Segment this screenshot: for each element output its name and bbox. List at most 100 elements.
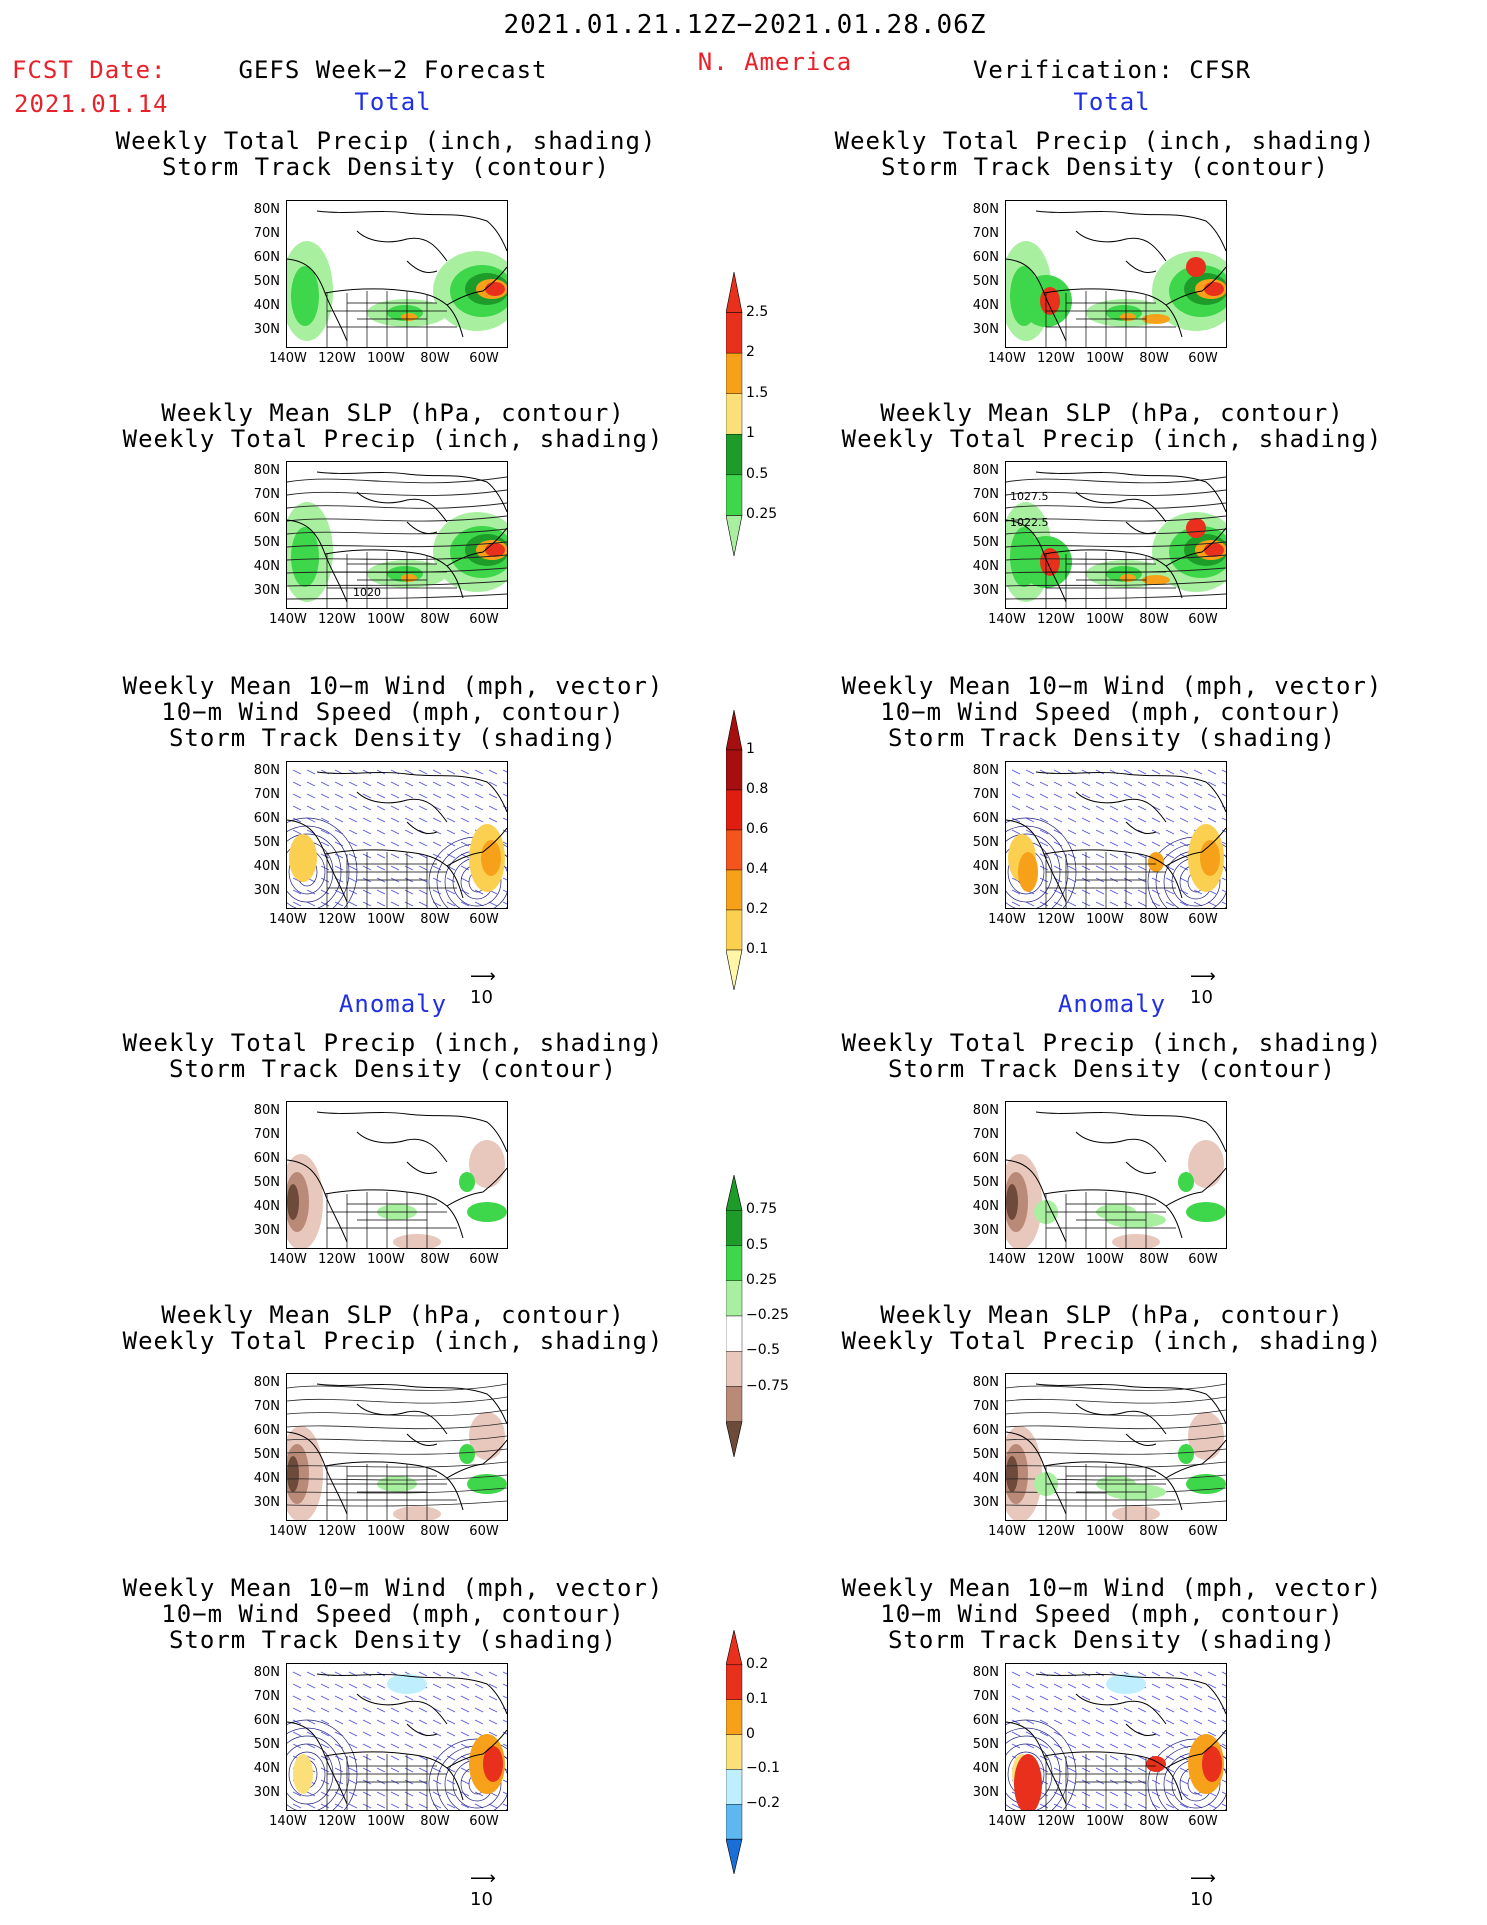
fcst-date-value: 2021.01.14 [14, 90, 169, 118]
lat-tick-label: 50N [253, 1447, 280, 1462]
lat-tick-label: 50N [972, 1175, 999, 1190]
panel-title-r4: Weekly Total Precip (inch, shading) Storm… [841, 1029, 1383, 1083]
colorbar-tick-label: 0.5 [746, 465, 769, 482]
lat-tick-label: 60N [253, 1713, 280, 1728]
lon-tick-label: 120W [318, 1252, 356, 1267]
fcst-date-label: FCST Date: [12, 56, 167, 84]
lat-tick-label: 40N [972, 559, 999, 574]
lon-tick-label: 60W [469, 1814, 499, 1829]
panel-title-r1: Weekly Total Precip (inch, shading) Storm… [834, 127, 1376, 181]
lon-tick-label: 140W [988, 1252, 1026, 1267]
lat-tick-label: 80N [972, 1103, 999, 1118]
colorbar-tick-label: 2 [746, 344, 755, 361]
lat-tick-label: 50N [253, 274, 280, 289]
left-total-label: Total [354, 88, 432, 116]
lon-tick-label: 60W [469, 1252, 499, 1267]
lat-tick-label: 30N [253, 322, 280, 337]
lat-tick-label: 80N [972, 763, 999, 778]
lat-tick-label: 40N [253, 298, 280, 313]
lat-tick-label: 60N [972, 250, 999, 265]
lon-tick-label: 80W [1139, 612, 1169, 627]
region-title: N. America [697, 48, 853, 76]
lat-tick-label: 70N [972, 1127, 999, 1142]
contour-label: 1022.5 [1010, 516, 1049, 529]
lon-tick-label: 80W [1139, 1814, 1169, 1829]
colorbar-precip_anom: 0.75 0.5 0.25 −0.25 −0.5 −0.75 [726, 1175, 789, 1457]
map-panel-r1 [1005, 200, 1227, 348]
lat-tick-label: 50N [972, 535, 999, 550]
vector-ref-r6: ⟶ 10 [1190, 1868, 1216, 1910]
lon-tick-label: 100W [367, 612, 405, 627]
lat-tick-label: 40N [972, 1471, 999, 1486]
lat-tick-label: 70N [253, 1399, 280, 1414]
colorbar-tick-label: −0.25 [746, 1307, 789, 1323]
lat-tick-label: 80N [253, 1375, 280, 1390]
lon-tick-label: 80W [1139, 1252, 1169, 1267]
map-panel-r2: 1027.5 1022.5 [1005, 461, 1227, 609]
lon-tick-label: 60W [1188, 612, 1218, 627]
colorbar-tick-label: −0.5 [746, 1342, 780, 1359]
lat-tick-label: 40N [253, 559, 280, 574]
lat-tick-label: 40N [972, 859, 999, 874]
lon-tick-label: 120W [1037, 912, 1075, 927]
lat-tick-label: 80N [972, 463, 999, 478]
colorbar-tick-label: 0.2 [746, 1655, 769, 1672]
vector-ref-r3: ⟶ 10 [1190, 966, 1216, 1008]
lon-tick-label: 100W [367, 351, 405, 366]
lon-tick-label: 80W [420, 612, 450, 627]
lat-tick-label: 60N [253, 1423, 280, 1438]
lon-tick-label: 120W [1037, 612, 1075, 627]
colorbar-tick-label: 0.8 [746, 781, 769, 797]
lon-tick-label: 80W [1139, 912, 1169, 927]
lat-tick-label: 30N [972, 322, 999, 337]
left-column-title: GEFS Week−2 Forecast [238, 56, 548, 84]
lat-tick-label: 40N [253, 1761, 280, 1776]
contour-label: 1027.5 [1010, 490, 1049, 503]
colorbar-storm_total: 1 0.8 0.6 0.4 0.2 0.1 [726, 710, 786, 990]
lon-tick-label: 140W [269, 912, 307, 927]
colorbar-storm_anom: 0.2 0.1 0 −0.1 −0.2 [726, 1630, 786, 1874]
colorbar-tick-label: 0.2 [746, 901, 769, 917]
lon-tick-label: 140W [988, 1524, 1026, 1539]
lon-tick-label: 140W [988, 912, 1026, 927]
lon-tick-label: 80W [1139, 351, 1169, 366]
lat-tick-label: 30N [253, 1785, 280, 1800]
lat-tick-label: 80N [972, 1665, 999, 1680]
lat-tick-label: 60N [972, 1423, 999, 1438]
left-anomaly-label: Anomaly [338, 990, 448, 1018]
lat-tick-label: 30N [972, 1223, 999, 1238]
lon-tick-label: 80W [420, 1252, 450, 1267]
lat-tick-label: 80N [253, 1665, 280, 1680]
colorbar-tick-label: 0 [746, 1725, 755, 1742]
colorbar-tick-label: 0.4 [746, 861, 769, 877]
lon-tick-label: 140W [988, 612, 1026, 627]
lon-tick-label: 100W [367, 1252, 405, 1267]
lat-tick-label: 30N [253, 883, 280, 898]
colorbar-tick-label: 2.5 [746, 303, 769, 320]
lat-tick-label: 40N [972, 1199, 999, 1214]
lon-tick-label: 100W [1086, 912, 1124, 927]
lat-tick-label: 80N [253, 763, 280, 778]
colorbar-tick-label: 1.5 [746, 384, 769, 401]
vector-ref-l3: ⟶ 10 [470, 966, 496, 1008]
lon-tick-label: 120W [318, 612, 356, 627]
lat-tick-label: 50N [972, 1447, 999, 1462]
panel-title-r3: Weekly Mean 10−m Wind (mph, vector) 10−m … [841, 672, 1383, 752]
lon-tick-label: 60W [469, 351, 499, 366]
lat-tick-label: 30N [972, 583, 999, 598]
right-column-title: Verification: CFSR [972, 56, 1252, 84]
panel-title-r6: Weekly Mean 10−m Wind (mph, vector) 10−m … [841, 1574, 1383, 1654]
colorbar-tick-label: 0.6 [746, 821, 769, 837]
panel-title-r2: Weekly Mean SLP (hPa, contour) Weekly Tot… [841, 399, 1383, 453]
lon-tick-label: 100W [367, 912, 405, 927]
map-panel-r5 [1005, 1373, 1227, 1521]
lat-tick-label: 70N [972, 1399, 999, 1414]
lon-tick-label: 100W [367, 1814, 405, 1829]
lat-tick-label: 70N [972, 1689, 999, 1704]
lat-tick-label: 30N [253, 1495, 280, 1510]
lon-tick-label: 80W [420, 1814, 450, 1829]
lat-tick-label: 40N [253, 1471, 280, 1486]
map-panel-l3 [286, 761, 508, 909]
map-panel-l4 [286, 1101, 508, 1249]
lat-tick-label: 80N [972, 202, 999, 217]
